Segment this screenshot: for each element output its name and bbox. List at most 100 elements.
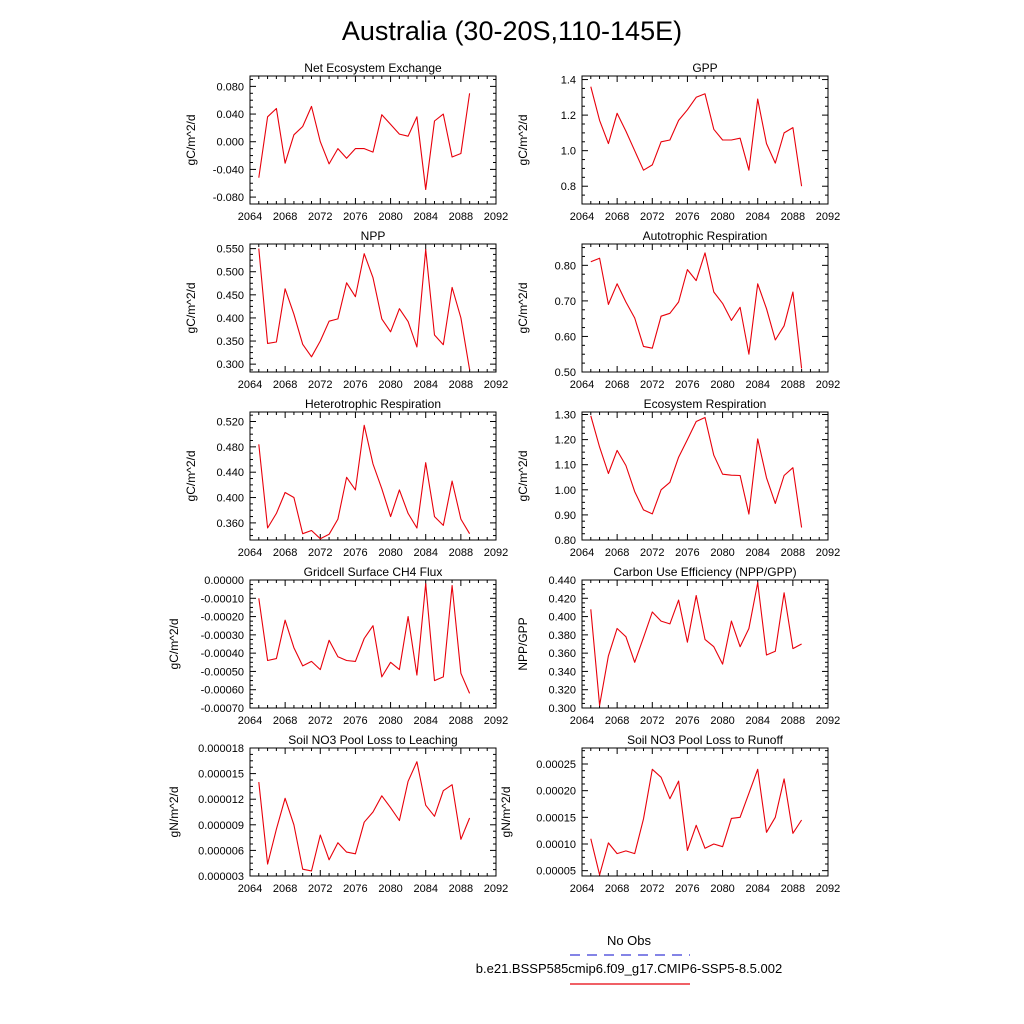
y-tick-label: 0.50	[555, 367, 576, 379]
x-tick-label: 2080	[378, 883, 402, 895]
panel-title: Soil NO3 Pool Loss to Runoff	[627, 733, 784, 747]
y-tick-label: 1.00	[555, 485, 576, 497]
y-tick-label: 0.480	[216, 442, 244, 454]
y-tick-label: 0.400	[216, 313, 244, 325]
chart-panel: NPP gC/m^2/d 2064 2068 2072 2076 2080 2084 2088 2…	[184, 229, 508, 391]
plot-frame	[581, 411, 829, 541]
y-tick-label: 0.000	[216, 137, 244, 149]
figure-title: Australia (30-20S,110-145E)	[342, 16, 682, 46]
x-tick-label: 2076	[675, 211, 699, 223]
y-tick-label: -0.00030	[201, 630, 244, 642]
y-tick-label: 0.80	[555, 260, 576, 272]
x-tick-label: 2092	[816, 379, 840, 391]
panel-title: Net Ecosystem Exchange	[304, 61, 442, 75]
y-axis-label: gC/m^2/d	[184, 115, 198, 166]
y-tick-label: 0.000015	[198, 769, 244, 781]
x-tick-label: 2072	[308, 547, 332, 559]
x-tick-label: 2088	[449, 715, 473, 727]
x-tick-label: 2084	[413, 379, 437, 391]
y-tick-label: 1.4	[561, 75, 576, 87]
x-tick-label: 2076	[675, 547, 699, 559]
y-tick-label: 0.60	[555, 331, 576, 343]
legend-model-label: b.e21.BSSP585cmip6.f09_g17.CMIP6-SSP5-8.…	[476, 961, 782, 976]
y-tick-label: 0.00005	[536, 866, 576, 878]
x-tick-label: 2084	[745, 547, 769, 559]
x-tick-label: 2068	[605, 883, 629, 895]
series-line	[590, 582, 802, 706]
y-tick-label: 0.00020	[536, 786, 576, 798]
x-tick-label: 2084	[745, 379, 769, 391]
x-tick-label: 2092	[484, 547, 508, 559]
chart-panel: Carbon Use Efficiency (NPP/GPP) NPP/GPP 20…	[516, 565, 840, 727]
x-tick-label: 2088	[449, 379, 473, 391]
x-tick-label: 2072	[640, 379, 664, 391]
y-tick-label: -0.040	[213, 164, 244, 176]
y-axis-label: gC/m^2/d	[516, 451, 530, 502]
x-tick-label: 2088	[781, 211, 805, 223]
y-tick-label: -0.00070	[201, 703, 244, 715]
x-tick-label: 2092	[816, 211, 840, 223]
chart-panel: Gridcell Surface CH4 Flux gC/m^2/d 2064 206…	[167, 565, 508, 727]
series-line	[258, 424, 471, 540]
x-tick-label: 2080	[378, 379, 402, 391]
y-tick-label: -0.00040	[201, 648, 244, 660]
y-tick-label: 1.10	[555, 460, 576, 472]
x-tick-label: 2068	[273, 211, 297, 223]
y-tick-label: 0.80	[555, 535, 576, 547]
y-tick-label: 0.350	[216, 336, 244, 348]
x-tick-label: 2072	[640, 211, 664, 223]
x-tick-label: 2072	[640, 715, 664, 727]
y-tick-label: 1.20	[555, 435, 576, 447]
legend-obs-label: No Obs	[607, 933, 652, 948]
x-tick-label: 2076	[675, 715, 699, 727]
series-line	[590, 252, 803, 369]
y-axis-label: NPP/GPP	[516, 617, 530, 670]
panel-title: Ecosystem Respiration	[644, 397, 767, 411]
y-tick-label: 0.450	[216, 290, 244, 302]
y-tick-label: -0.00050	[201, 666, 244, 678]
x-tick-label: 2068	[605, 715, 629, 727]
y-tick-label: 0.520	[216, 417, 244, 429]
x-tick-label: 2092	[484, 211, 508, 223]
x-tick-label: 2088	[781, 883, 805, 895]
y-tick-label: 0.440	[216, 467, 244, 479]
y-tick-label: 1.30	[555, 410, 576, 422]
y-axis-label: gC/m^2/d	[184, 451, 198, 502]
x-tick-label: 2068	[605, 211, 629, 223]
y-axis-label: gN/m^2/d	[499, 787, 513, 838]
legend: No Obs b.e21.BSSP585cmip6.f09_g17.CMIP6-…	[476, 933, 782, 985]
y-tick-label: 0.320	[548, 685, 576, 697]
y-tick-label: 0.360	[548, 648, 576, 660]
x-tick-label: 2088	[781, 715, 805, 727]
panel-title: Gridcell Surface CH4 Flux	[304, 565, 443, 579]
x-tick-label: 2068	[273, 883, 297, 895]
y-tick-label: 0.300	[548, 703, 576, 715]
x-tick-label: 2084	[413, 715, 437, 727]
chart-panel: Soil NO3 Pool Loss to Runoff gN/m^2/d 2064…	[499, 733, 840, 895]
x-tick-label: 2080	[710, 547, 734, 559]
y-tick-label: 0.340	[548, 666, 576, 678]
y-tick-label: 0.000006	[198, 845, 244, 857]
y-axis-label: gC/m^2/d	[184, 283, 198, 334]
x-tick-label: 2068	[605, 379, 629, 391]
y-tick-label: 0.00000	[204, 575, 244, 587]
x-tick-label: 2080	[710, 211, 734, 223]
series-line	[590, 415, 803, 528]
x-tick-label: 2064	[570, 715, 594, 727]
x-tick-label: 2088	[781, 379, 805, 391]
y-tick-label: 0.400	[548, 612, 576, 624]
y-tick-label: 0.00025	[536, 759, 576, 771]
panel-title: NPP	[361, 229, 386, 243]
x-tick-label: 2080	[378, 547, 402, 559]
x-tick-label: 2068	[273, 547, 297, 559]
chart-panel: Autotrophic Respiration gC/m^2/d 2064 2068 2…	[516, 229, 840, 391]
x-tick-label: 2076	[343, 883, 367, 895]
y-tick-label: 0.440	[548, 575, 576, 587]
y-tick-label: 0.000009	[198, 820, 244, 832]
y-tick-label: 0.380	[548, 630, 576, 642]
plot-frame	[249, 75, 497, 205]
x-tick-label: 2064	[570, 211, 594, 223]
x-tick-label: 2064	[238, 379, 262, 391]
y-tick-label: 0.000018	[198, 743, 244, 755]
x-tick-label: 2092	[484, 715, 508, 727]
